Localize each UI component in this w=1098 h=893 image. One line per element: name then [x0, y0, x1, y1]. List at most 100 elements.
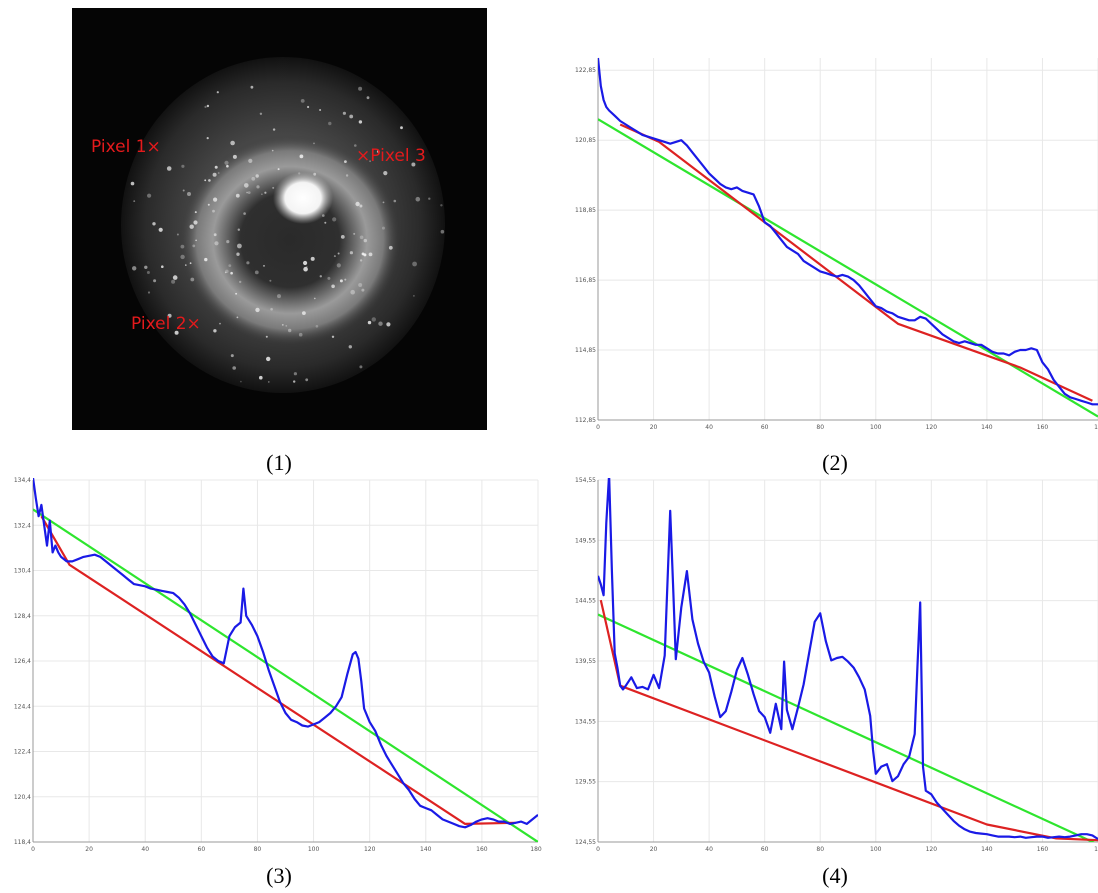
speckle	[382, 201, 385, 204]
speckle	[272, 186, 275, 189]
caption-panel-1: (1)	[266, 450, 292, 475]
speckle	[331, 284, 335, 289]
speckle	[299, 154, 304, 159]
speckle	[236, 252, 240, 256]
x-tick-label: 1	[1094, 424, 1098, 431]
speckle	[415, 196, 421, 202]
speckle	[161, 265, 164, 269]
y-tick-label: 149,55	[575, 537, 596, 544]
speckle	[147, 291, 151, 294]
x-tick-label: 0	[596, 424, 600, 431]
speckle	[313, 142, 315, 145]
speckle	[239, 280, 242, 284]
speckle	[349, 114, 354, 119]
speckle	[189, 262, 192, 265]
speckle	[152, 222, 156, 226]
speckle	[230, 271, 233, 275]
speckle	[358, 86, 363, 91]
speckle	[236, 316, 239, 319]
speckle	[322, 214, 325, 217]
speckle	[411, 162, 416, 167]
y-tick-label: 122,4	[14, 749, 31, 756]
speckle	[224, 271, 227, 274]
speckle	[217, 172, 220, 174]
x-tick-label: 120	[926, 846, 938, 853]
caption-panel-2: (2)	[822, 450, 848, 475]
x-tick-label: 1	[1094, 846, 1098, 853]
speckle	[232, 366, 236, 370]
speckle	[187, 192, 191, 196]
x-tick-label: 140	[981, 846, 993, 853]
pixel-label-3: ×Pixel 3	[356, 146, 426, 166]
speckle	[383, 171, 388, 176]
y-tick-label: 132,4	[14, 522, 31, 529]
speckle	[166, 166, 172, 171]
speckle	[147, 193, 152, 198]
speckle	[388, 245, 393, 250]
speckle	[277, 168, 280, 171]
speckle	[180, 244, 185, 249]
speckle	[190, 277, 195, 282]
speckle	[367, 320, 372, 325]
x-tick-label: 180	[530, 846, 542, 853]
x-tick-label: 40	[705, 846, 713, 853]
pixel-label-2: Pixel 2×	[131, 314, 201, 334]
y-tick-label: 118,4	[14, 839, 31, 846]
speckle	[358, 120, 363, 124]
y-tick-label: 120,85	[575, 137, 596, 144]
speckle	[224, 160, 229, 165]
speckle	[176, 233, 179, 236]
speckle	[315, 325, 319, 328]
speckle	[298, 332, 303, 337]
x-tick-label: 40	[141, 846, 149, 853]
speckle	[206, 137, 209, 140]
speckle	[355, 201, 360, 207]
speckle	[349, 251, 353, 255]
speckle	[251, 176, 256, 181]
speckle	[213, 329, 217, 333]
x-tick-label: 120	[364, 846, 376, 853]
speckle	[333, 255, 336, 258]
speckle	[235, 193, 240, 198]
speckle	[359, 204, 363, 208]
speckle	[303, 266, 308, 272]
chart-panel-2: 0 20 40 60 80 100 120 140 160 1 112,85 114,85 116,85…	[575, 57, 1098, 475]
speckle	[337, 252, 340, 255]
speckle	[226, 240, 230, 244]
speckle	[376, 150, 380, 153]
speckle	[240, 380, 242, 383]
speckle	[345, 174, 349, 177]
speckle	[192, 244, 196, 248]
speckle	[208, 179, 211, 182]
speckle	[247, 191, 251, 195]
x-tick-label: 20	[650, 846, 658, 853]
speckle	[248, 158, 253, 163]
speckle	[204, 105, 207, 108]
x-tick-label: 40	[705, 424, 713, 431]
chart-panel-4: 0 20 40 60 80 100 120 140 160 1 124,55 129,55 134,55…	[575, 477, 1098, 888]
x-tick-label: 160	[1037, 424, 1049, 431]
speckle	[181, 164, 185, 168]
x-tick-label: 20	[85, 846, 93, 853]
speckle	[378, 321, 383, 326]
speckle	[354, 144, 357, 147]
speckle	[293, 380, 296, 383]
speckle	[226, 164, 229, 168]
speckle	[264, 191, 267, 194]
speckle	[328, 121, 332, 126]
speckle	[305, 265, 308, 268]
speckle	[359, 235, 364, 240]
speckle	[340, 235, 345, 239]
series-line-fit-red	[619, 123, 1093, 402]
speckle	[361, 252, 365, 256]
speckle	[172, 275, 178, 280]
x-tick-label: 120	[926, 424, 938, 431]
y-tick-label: 126,4	[14, 658, 31, 665]
speckle	[358, 283, 363, 287]
speckle	[288, 328, 292, 333]
y-tick-label: 112,85	[575, 417, 596, 424]
speckle	[261, 193, 263, 195]
y-tick-label: 139,55	[575, 658, 596, 665]
series-line-measured	[33, 478, 538, 829]
